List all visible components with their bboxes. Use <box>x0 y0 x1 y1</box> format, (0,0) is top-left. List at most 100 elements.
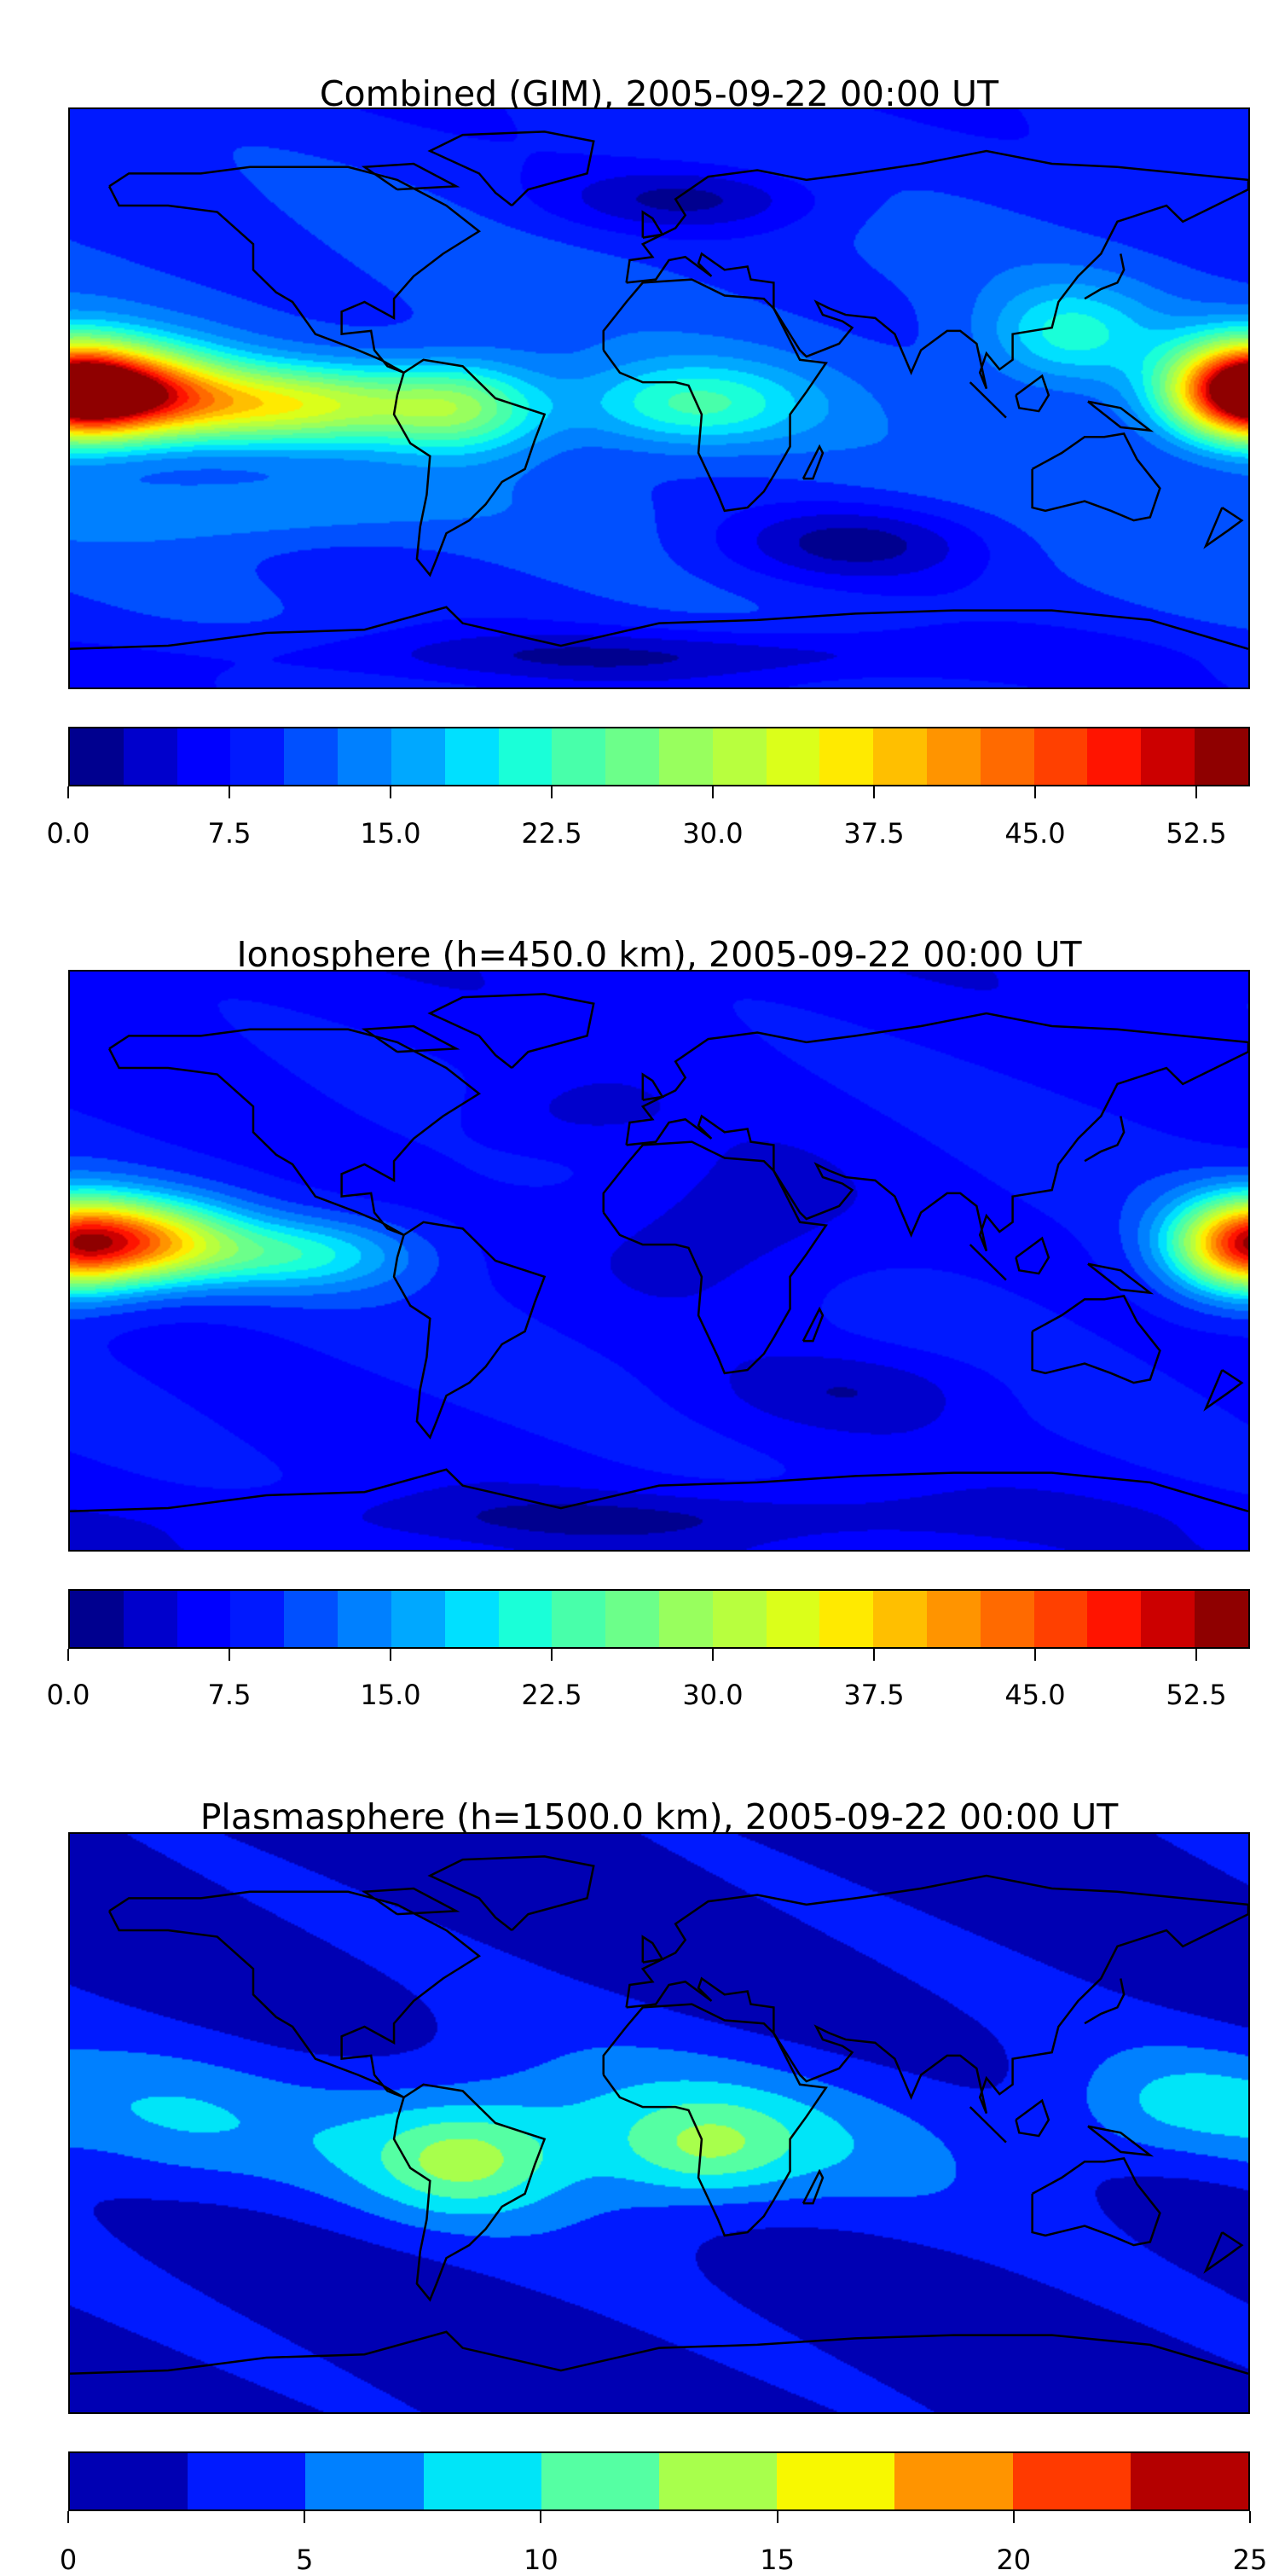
colorbar-bin <box>658 1591 713 1647</box>
colorbar-tick-label: 30.0 <box>682 1679 744 1711</box>
coastline-sumatra <box>970 1244 1006 1279</box>
coastline-australia <box>1033 2158 1160 2245</box>
colorbar-bin <box>444 1591 499 1647</box>
colorbar-bin <box>605 728 659 785</box>
colorbar-bin <box>230 728 285 785</box>
colorbar-bin <box>305 2453 424 2509</box>
coastline-south-america <box>394 1222 545 1437</box>
colorbar-tick-label: 7.5 <box>207 1679 252 1711</box>
colorbar-tick-label: 20 <box>996 2544 1032 2576</box>
coastline-africa <box>604 1142 826 1373</box>
coastline-sumatra <box>970 2107 1006 2142</box>
colorbar-tick-label: 25 <box>1232 2544 1268 2576</box>
colorbar-tick <box>1249 2511 1251 2523</box>
colorbar-tick-label: 15 <box>760 2544 795 2576</box>
coastline-eurasia <box>627 151 1248 389</box>
colorbar-bin <box>338 1591 391 1647</box>
colorbar-tick <box>1034 1649 1036 1661</box>
coastline-japan <box>1085 254 1124 299</box>
coastline-new-guinea <box>1088 1264 1150 1293</box>
coastline-north-america <box>109 1892 479 2097</box>
colorbar-bin <box>658 728 713 785</box>
coastlines <box>70 1834 1248 2412</box>
colorbar-tick <box>304 2511 306 2523</box>
colorbar-tick <box>712 786 714 798</box>
colorbar-bin <box>177 728 231 785</box>
contour-map <box>68 1832 1250 2414</box>
colorbar-bin <box>873 728 927 785</box>
colorbar-bin <box>552 728 606 785</box>
colorbar-tick <box>873 1649 875 1661</box>
coastline-japan <box>1085 1979 1124 2024</box>
coastline-greenland <box>430 994 593 1068</box>
colorbar-tick-label: 37.5 <box>843 1679 905 1711</box>
colorbar-bin <box>1141 1591 1195 1647</box>
coastline-new-zealand <box>1206 508 1241 546</box>
colorbar-bin <box>980 728 1034 785</box>
coastline-australia <box>1033 433 1160 520</box>
colorbar-bin <box>70 1591 124 1647</box>
contour-field <box>70 1834 1248 2412</box>
colorbar-bin <box>391 1591 445 1647</box>
colorbar-bin <box>819 1591 874 1647</box>
colorbar-bin <box>123 728 177 785</box>
colorbar-bin <box>338 728 391 785</box>
colorbar-bin <box>444 728 499 785</box>
coastline-madagascar <box>803 2172 823 2204</box>
colorbar-tick-label: 30.0 <box>682 817 744 850</box>
coastline-uk <box>643 1937 663 1963</box>
coastline-antarctica <box>70 607 1248 649</box>
colorbar-tick <box>1012 2511 1015 2523</box>
colorbar-tick-label: 7.5 <box>207 817 252 850</box>
coastline-borneo <box>1016 1239 1048 1273</box>
coastline-sumatra <box>970 382 1006 417</box>
colorbar-tick <box>229 786 230 798</box>
coastline-africa <box>604 2005 826 2236</box>
coastline-africa <box>604 280 826 511</box>
colorbar-bin <box>177 1591 231 1647</box>
colorbar-tick-label: 22.5 <box>521 1679 582 1711</box>
colorbar-bin <box>284 1591 339 1647</box>
colorbar <box>68 2451 1250 2511</box>
colorbar-bin <box>1087 1591 1142 1647</box>
colorbar-bin <box>777 2453 895 2509</box>
coastline-eurasia <box>627 1013 1248 1251</box>
colorbar-tick <box>776 2511 778 2523</box>
colorbar-tick <box>1195 1649 1197 1661</box>
coastlines <box>70 109 1248 688</box>
colorbar-bin <box>1033 1591 1088 1647</box>
coastlines <box>70 972 1248 1550</box>
colorbar-bin <box>123 1591 177 1647</box>
colorbar-tick-label: 22.5 <box>521 817 582 850</box>
colorbar-tick-label: 0.0 <box>46 1679 90 1711</box>
colorbar-bin <box>1033 728 1088 785</box>
coastline-new-zealand <box>1206 1370 1241 1408</box>
colorbar-bin <box>605 1591 659 1647</box>
coastline-antarctica <box>70 2332 1248 2374</box>
colorbar-bin <box>1012 2453 1131 2509</box>
colorbar-tick <box>229 1649 230 1661</box>
colorbar-tick <box>1195 786 1197 798</box>
colorbar-tick <box>390 786 391 798</box>
coastline-north-america <box>109 1030 479 1235</box>
contour-field <box>70 109 1248 688</box>
coastline-greenland <box>430 1856 593 1930</box>
coastline-japan <box>1085 1117 1124 1162</box>
colorbar-bin <box>70 2453 188 2509</box>
colorbar-tick-label: 52.5 <box>1166 817 1227 850</box>
coastline-north-america <box>109 167 479 373</box>
colorbar-tick <box>540 2511 542 2523</box>
colorbar <box>68 1589 1250 1649</box>
colorbar-tick-label: 15.0 <box>360 817 421 850</box>
coastline-uk <box>643 1075 663 1100</box>
colorbar-tick-label: 45.0 <box>1004 1679 1066 1711</box>
colorbar-bin <box>927 728 981 785</box>
colorbar-bin <box>230 1591 285 1647</box>
colorbar-tick <box>551 1649 553 1661</box>
coastline-baffin <box>365 1026 456 1052</box>
coastline-antarctica <box>70 1470 1248 1511</box>
colorbar-bin <box>423 2453 541 2509</box>
colorbar-bin <box>819 728 874 785</box>
colorbar-bin <box>391 728 445 785</box>
colorbar <box>68 727 1250 786</box>
